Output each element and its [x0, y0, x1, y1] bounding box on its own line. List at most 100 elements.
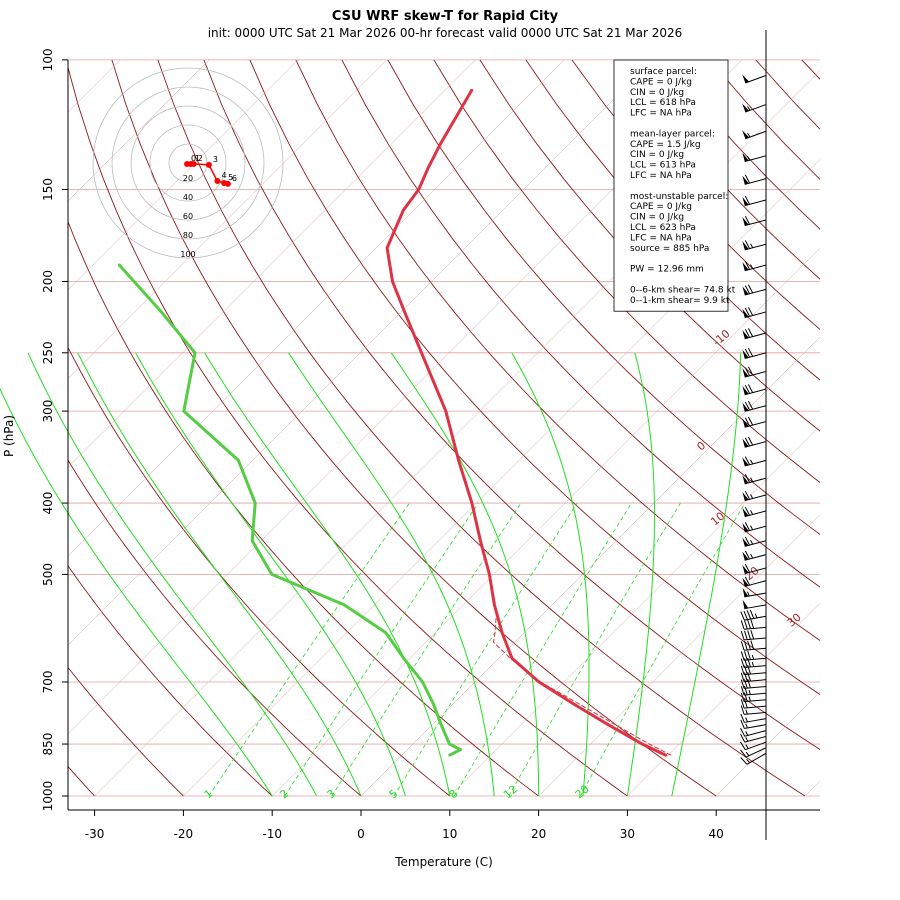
y-tick-label: 700: [41, 671, 55, 694]
wind-barb-flag: [747, 328, 754, 337]
wind-barb-half-flag: [745, 723, 748, 729]
isotherm-line: [68, 60, 387, 379]
info-line: PW = 12.96 mm: [630, 265, 704, 275]
wind-barb-flag: [744, 456, 751, 466]
isotherm-line: [449, 425, 820, 797]
isotherm-line: [183, 159, 820, 797]
x-tick-label: 0: [357, 827, 365, 841]
moist-adiabat: [288, 352, 495, 797]
wind-barb-flag: [747, 366, 754, 376]
dry-adiabat: [709, 60, 820, 180]
info-line: surface parcel:: [630, 67, 697, 77]
wind-barb-flag: [744, 385, 751, 394]
wind-barb: [740, 640, 767, 651]
wind-barb-flag: [744, 650, 748, 661]
wind-barb-pennant: [742, 241, 749, 250]
hodograph-ring: [149, 124, 227, 202]
wind-barb-flag: [740, 658, 745, 668]
hodograph-point-label: 2: [198, 154, 203, 163]
wind-barb: [742, 74, 767, 84]
wind-barb: [740, 685, 767, 696]
sounding-series: [117, 88, 672, 757]
wind-barb-shaft: [744, 711, 767, 715]
dry-adiabat: [433, 60, 820, 484]
hodograph: 20 40 60 80 100 012 34 56: [92, 67, 284, 259]
wind-barb: [742, 416, 767, 428]
y-axis-label: P (hPa): [2, 415, 16, 457]
wind-barb-flag: [740, 719, 745, 729]
moist-adiabat: [511, 352, 590, 797]
hodograph-ring: [92, 67, 284, 259]
info-line: LCL = 613 hPa: [630, 161, 696, 171]
wind-barb-flag: [744, 536, 751, 546]
wind-barb-flag: [747, 400, 754, 410]
wind-barb: [740, 752, 767, 765]
mixing-ratio-line: [580, 502, 746, 797]
wind-barb-pennant: [742, 152, 749, 162]
isotherm-line: [716, 691, 820, 797]
wind-barb-shaft: [744, 219, 767, 227]
wind-barb-pennant: [742, 587, 749, 597]
wind-barb-half-flag: [754, 613, 758, 619]
wind-barb-flag: [744, 550, 751, 560]
wind-barb: [742, 261, 767, 272]
wind-barb-flag: [744, 640, 748, 651]
wind-barb: [742, 130, 767, 140]
wind-barb-pennant: [742, 438, 749, 448]
wind-barb: [740, 727, 767, 737]
info-line: LCL = 623 hPa: [630, 223, 696, 233]
wind-barb-flag: [747, 284, 754, 294]
y-tick-label: 1000: [41, 781, 55, 812]
hodograph-ring: [130, 105, 246, 221]
wind-barb-flag: [744, 474, 751, 483]
isotherm-line: [68, 60, 299, 291]
info-line: LCL = 618 hPa: [630, 98, 696, 108]
isotherm-line: [68, 60, 476, 468]
x-axis-label: Temperature (C): [394, 855, 493, 869]
wind-barb-pennant: [742, 308, 749, 318]
wind-barb-flag: [750, 619, 755, 629]
isotherm-line: [360, 336, 820, 797]
wind-barb-half-flag: [750, 264, 754, 269]
dry-adiabat: [341, 60, 820, 588]
wind-barb-shaft: [744, 699, 767, 703]
wind-barb-flag: [744, 285, 751, 294]
x-tick-label: -10: [262, 827, 282, 841]
y-tick-label: 300: [41, 400, 55, 423]
wind-barb-pennant: [742, 491, 749, 501]
dry-adiabat: [894, 60, 900, 796]
hodograph-ring-label: 100: [180, 250, 195, 259]
wind-barb-shaft: [745, 741, 767, 751]
wind-barb: [742, 436, 767, 448]
isotherm-line: [68, 60, 121, 113]
y-tick-label: 500: [41, 563, 55, 586]
isotherm-line: [68, 60, 654, 646]
wind-barb-shaft: [744, 730, 767, 737]
hodograph-point: [205, 161, 212, 168]
wind-barb-flag: [744, 692, 748, 702]
wind-barb-flag: [740, 620, 745, 630]
hodograph-ring-label: 20: [183, 174, 193, 183]
wind-barb-shaft: [744, 705, 767, 709]
wind-barb-half-flag: [748, 696, 751, 702]
wind-barb-flag: [744, 240, 751, 249]
wind-barb-flag: [740, 749, 747, 758]
wind-barb-pennant: [742, 475, 749, 484]
wind-barb-half-flag: [750, 510, 754, 515]
wind-barb: [740, 609, 767, 621]
chart-subtitle: init: 0000 UTC Sat 21 Mar 2026 00-hr for…: [208, 26, 683, 40]
wind-barb-flag: [740, 699, 745, 709]
x-tick-label: -20: [174, 827, 194, 841]
wind-barb: [740, 650, 767, 661]
wind-barb-pennant: [742, 175, 749, 185]
wind-barb: [742, 307, 767, 319]
wind-barb-flag: [744, 620, 748, 630]
wind-barb: [742, 284, 767, 296]
info-line: CIN = 0 J/kg: [630, 150, 684, 160]
wind-barb-flag: [740, 692, 745, 702]
y-tick-label: 250: [41, 341, 55, 364]
wind-barb-flag: [747, 678, 751, 689]
wind-barb: [742, 474, 767, 485]
wind-barb-shaft: [745, 74, 767, 84]
info-line: CAPE = 1.5 J/kg: [630, 140, 701, 150]
